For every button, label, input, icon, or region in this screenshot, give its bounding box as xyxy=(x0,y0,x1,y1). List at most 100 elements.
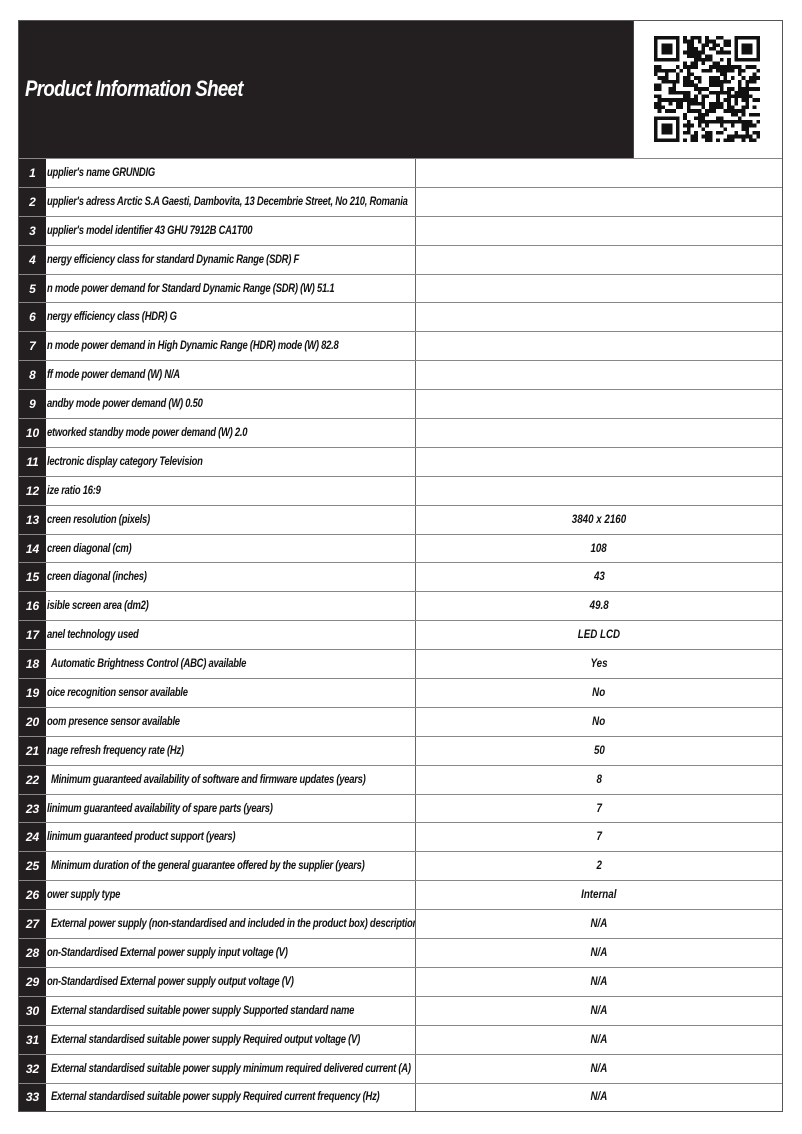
row-value: N/A xyxy=(416,1084,782,1112)
row-label-text: anel technology used xyxy=(47,629,139,642)
row-value: 3840 x 2160 xyxy=(416,506,782,534)
row-value xyxy=(416,246,782,274)
row-number: 33 xyxy=(19,1083,46,1112)
row-value-text: 108 xyxy=(590,542,608,555)
row-number: 2 xyxy=(19,187,46,216)
row-number: 9 xyxy=(19,390,46,419)
row-value xyxy=(416,448,782,476)
row-label-text: on-Standardised External power supply in… xyxy=(47,946,288,959)
row-label: nergy efficiency class for standard Dyna… xyxy=(46,245,416,274)
row-label-text: ize ratio 16:9 xyxy=(47,484,101,497)
row-value: Yes xyxy=(416,650,782,678)
table-row: 4 nergy efficiency class for standard Dy… xyxy=(19,244,782,274)
row-label: upplier's model identifier 43 GHU 7912B … xyxy=(46,216,416,245)
row-number: 32 xyxy=(19,1054,46,1083)
row-label-text: upplier's name GRUNDIG xyxy=(47,166,155,179)
table-row: 24 linimum guaranteed product support (y… xyxy=(19,822,782,852)
row-number: 6 xyxy=(19,303,46,332)
row-label-text: ff mode power demand (W) N/A xyxy=(47,369,180,382)
table-row: 31 External standardised suitable power … xyxy=(19,1024,782,1054)
row-label-text: n mode power demand for Standard Dynamic… xyxy=(47,282,335,295)
row-value xyxy=(416,390,782,418)
row-number: 18 xyxy=(19,650,46,679)
page-title: Product Information Sheet xyxy=(25,76,243,101)
row-label: External standardised suitable power sup… xyxy=(46,1054,416,1083)
row-value: LED LCD xyxy=(416,621,782,649)
row-value: No xyxy=(416,708,782,736)
row-value-text: N/A xyxy=(590,946,608,959)
row-value: N/A xyxy=(416,1055,782,1083)
row-value: N/A xyxy=(416,997,782,1025)
row-number: 23 xyxy=(19,794,46,823)
row-label-text: upplier's model identifier 43 GHU 7912B … xyxy=(47,224,253,237)
row-value xyxy=(416,275,782,303)
row-label: Minimum duration of the general guarante… xyxy=(46,852,416,881)
table-row: 26 ower supply type Internal xyxy=(19,880,782,910)
row-value-text: N/A xyxy=(590,975,608,988)
row-value-text: No xyxy=(592,686,606,699)
table-row: 14 creen diagonal (cm) 108 xyxy=(19,533,782,563)
row-label: upplier's adress Arctic S.A Gaesti, Damb… xyxy=(46,187,416,216)
table-row: 13 creen resolution (pixels) 3840 x 2160 xyxy=(19,504,782,534)
row-value-text: N/A xyxy=(590,1033,608,1046)
table-row: 18 Automatic Brightness Control (ABC) av… xyxy=(19,649,782,679)
row-value xyxy=(416,188,782,216)
table-row: 22 Minimum guaranteed availability of so… xyxy=(19,764,782,794)
table-row: 9 andby mode power demand (W) 0.50 xyxy=(19,389,782,419)
row-label: n mode power demand for Standard Dynamic… xyxy=(46,274,416,303)
row-label: External standardised suitable power sup… xyxy=(46,1083,416,1112)
table-row: 30 External standardised suitable power … xyxy=(19,995,782,1025)
row-label-text: External standardised suitable power sup… xyxy=(51,1004,355,1017)
row-value: 108 xyxy=(416,535,782,563)
row-label: nergy efficiency class (HDR) G xyxy=(46,303,416,332)
row-label-text: External standardised suitable power sup… xyxy=(51,1062,411,1075)
row-label-text: External standardised suitable power sup… xyxy=(51,1091,380,1104)
row-value: 2 xyxy=(416,852,782,880)
row-label-text: External power supply (non-standardised … xyxy=(51,918,416,931)
row-label-text: on-Standardised External power supply ou… xyxy=(47,975,294,988)
row-label-text: nage refresh frequency rate (Hz) xyxy=(47,744,184,757)
row-label-text: creen diagonal (cm) xyxy=(47,542,132,555)
row-label: creen resolution (pixels) xyxy=(46,505,416,534)
row-label: linimum guaranteed product support (year… xyxy=(46,823,416,852)
row-value-text: LED LCD xyxy=(577,629,621,642)
row-number: 13 xyxy=(19,505,46,534)
row-label-text: creen resolution (pixels) xyxy=(47,513,150,526)
table-row: 7 n mode power demand in High Dynamic Ra… xyxy=(19,331,782,361)
table-row: 28 on-Standardised External power supply… xyxy=(19,938,782,967)
row-value-text: 2 xyxy=(596,860,602,873)
table-row: 15 creen diagonal (inches) 43 xyxy=(19,562,782,592)
table-row: 19 oice recognition sensor available No xyxy=(19,678,782,707)
row-label-text: Minimum duration of the general guarante… xyxy=(51,860,365,873)
row-number: 10 xyxy=(19,419,46,447)
row-value-text: Yes xyxy=(590,658,608,671)
row-number: 8 xyxy=(19,361,46,390)
row-value-text: N/A xyxy=(590,1062,608,1075)
row-number: 12 xyxy=(19,476,46,505)
table-row: 12 ize ratio 16:9 xyxy=(19,475,782,505)
row-label: oom presence sensor available xyxy=(46,707,416,736)
row-label-text: ower supply type xyxy=(47,889,121,902)
row-value xyxy=(416,217,782,245)
row-label: lectronic display category Television xyxy=(46,447,416,476)
table-row: 27 External power supply (non-standardis… xyxy=(19,909,782,939)
table-row: 23 linimum guaranteed availability of sp… xyxy=(19,793,782,823)
qr-code-icon xyxy=(654,36,760,142)
row-number: 27 xyxy=(19,910,46,939)
row-number: 22 xyxy=(19,765,46,794)
table-row: 2 upplier's adress Arctic S.A Gaesti, Da… xyxy=(19,186,782,216)
row-number: 4 xyxy=(19,245,46,274)
row-number: 28 xyxy=(19,939,46,967)
table-row: 17 anel technology used LED LCD xyxy=(19,620,782,650)
row-number: 21 xyxy=(19,736,46,765)
row-label-text: linimum guaranteed availability of spare… xyxy=(47,802,273,815)
row-label-text: lectronic display category Television xyxy=(47,455,203,468)
row-label-text: Automatic Brightness Control (ABC) avail… xyxy=(51,658,247,671)
row-label: External power supply (non-standardised … xyxy=(46,910,416,939)
row-value xyxy=(416,332,782,360)
row-label-text: n mode power demand in High Dynamic Rang… xyxy=(47,340,339,353)
row-value-text: 50 xyxy=(593,744,605,757)
row-value-text: 7 xyxy=(596,802,602,815)
row-value-text: N/A xyxy=(590,1091,608,1104)
qr-code-box xyxy=(633,21,782,158)
